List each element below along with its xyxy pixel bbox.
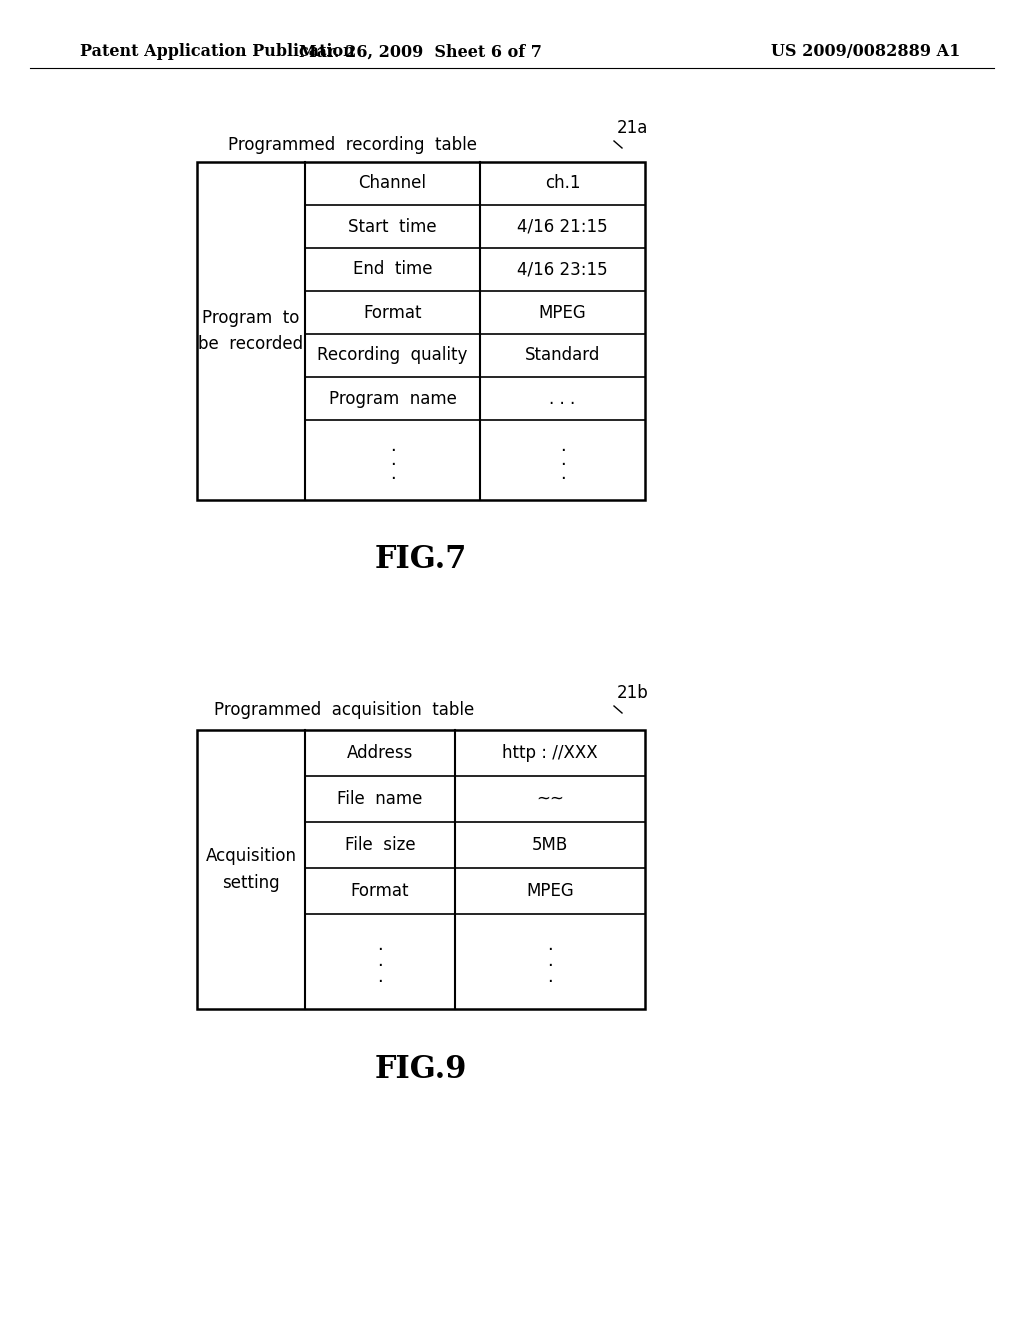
Text: 4/16 21:15: 4/16 21:15 — [517, 218, 608, 235]
Text: .: . — [560, 465, 565, 483]
Text: End  time: End time — [352, 260, 432, 279]
Text: Start  time: Start time — [348, 218, 437, 235]
Text: http : //XXX: http : //XXX — [502, 744, 598, 762]
Bar — [197, 162, 645, 500]
Text: FIG.9: FIG.9 — [375, 1053, 467, 1085]
Text: Channel: Channel — [358, 174, 427, 193]
Text: MPEG: MPEG — [539, 304, 587, 322]
Text: ch.1: ch.1 — [545, 174, 581, 193]
Text: 21a: 21a — [617, 119, 648, 137]
Text: ~~: ~~ — [536, 789, 564, 808]
Text: .: . — [389, 437, 395, 455]
Text: Recording  quality: Recording quality — [317, 346, 468, 364]
Text: Standard: Standard — [525, 346, 600, 364]
Text: .: . — [560, 451, 565, 469]
Text: Patent Application Publication: Patent Application Publication — [80, 44, 354, 61]
Text: Programmed  recording  table: Programmed recording table — [228, 136, 477, 154]
Text: FIG.7: FIG.7 — [375, 544, 467, 576]
Text: Address: Address — [347, 744, 414, 762]
Text: File  name: File name — [337, 789, 423, 808]
Text: .: . — [389, 451, 395, 469]
Text: . . .: . . . — [549, 389, 575, 408]
Text: File  size: File size — [345, 836, 416, 854]
Text: MPEG: MPEG — [526, 882, 573, 900]
Text: 21b: 21b — [617, 684, 649, 702]
Text: Program  to
be  recorded: Program to be recorded — [199, 309, 303, 354]
Text: Acquisition
setting: Acquisition setting — [206, 847, 297, 892]
Text: .: . — [547, 936, 553, 954]
Text: Mar. 26, 2009  Sheet 6 of 7: Mar. 26, 2009 Sheet 6 of 7 — [299, 44, 542, 61]
Text: Programmed  acquisition  table: Programmed acquisition table — [214, 701, 474, 719]
Text: 4/16 23:15: 4/16 23:15 — [517, 260, 608, 279]
Bar — [197, 730, 645, 1008]
Text: Format: Format — [351, 882, 410, 900]
Text: .: . — [389, 465, 395, 483]
Text: Program  name: Program name — [329, 389, 457, 408]
Text: .: . — [547, 969, 553, 986]
Text: .: . — [547, 953, 553, 970]
Text: .: . — [377, 936, 383, 954]
Text: US 2009/0082889 A1: US 2009/0082889 A1 — [771, 44, 961, 61]
Text: 5MB: 5MB — [531, 836, 568, 854]
Text: Format: Format — [364, 304, 422, 322]
Text: .: . — [377, 953, 383, 970]
Text: .: . — [377, 969, 383, 986]
Text: .: . — [560, 437, 565, 455]
